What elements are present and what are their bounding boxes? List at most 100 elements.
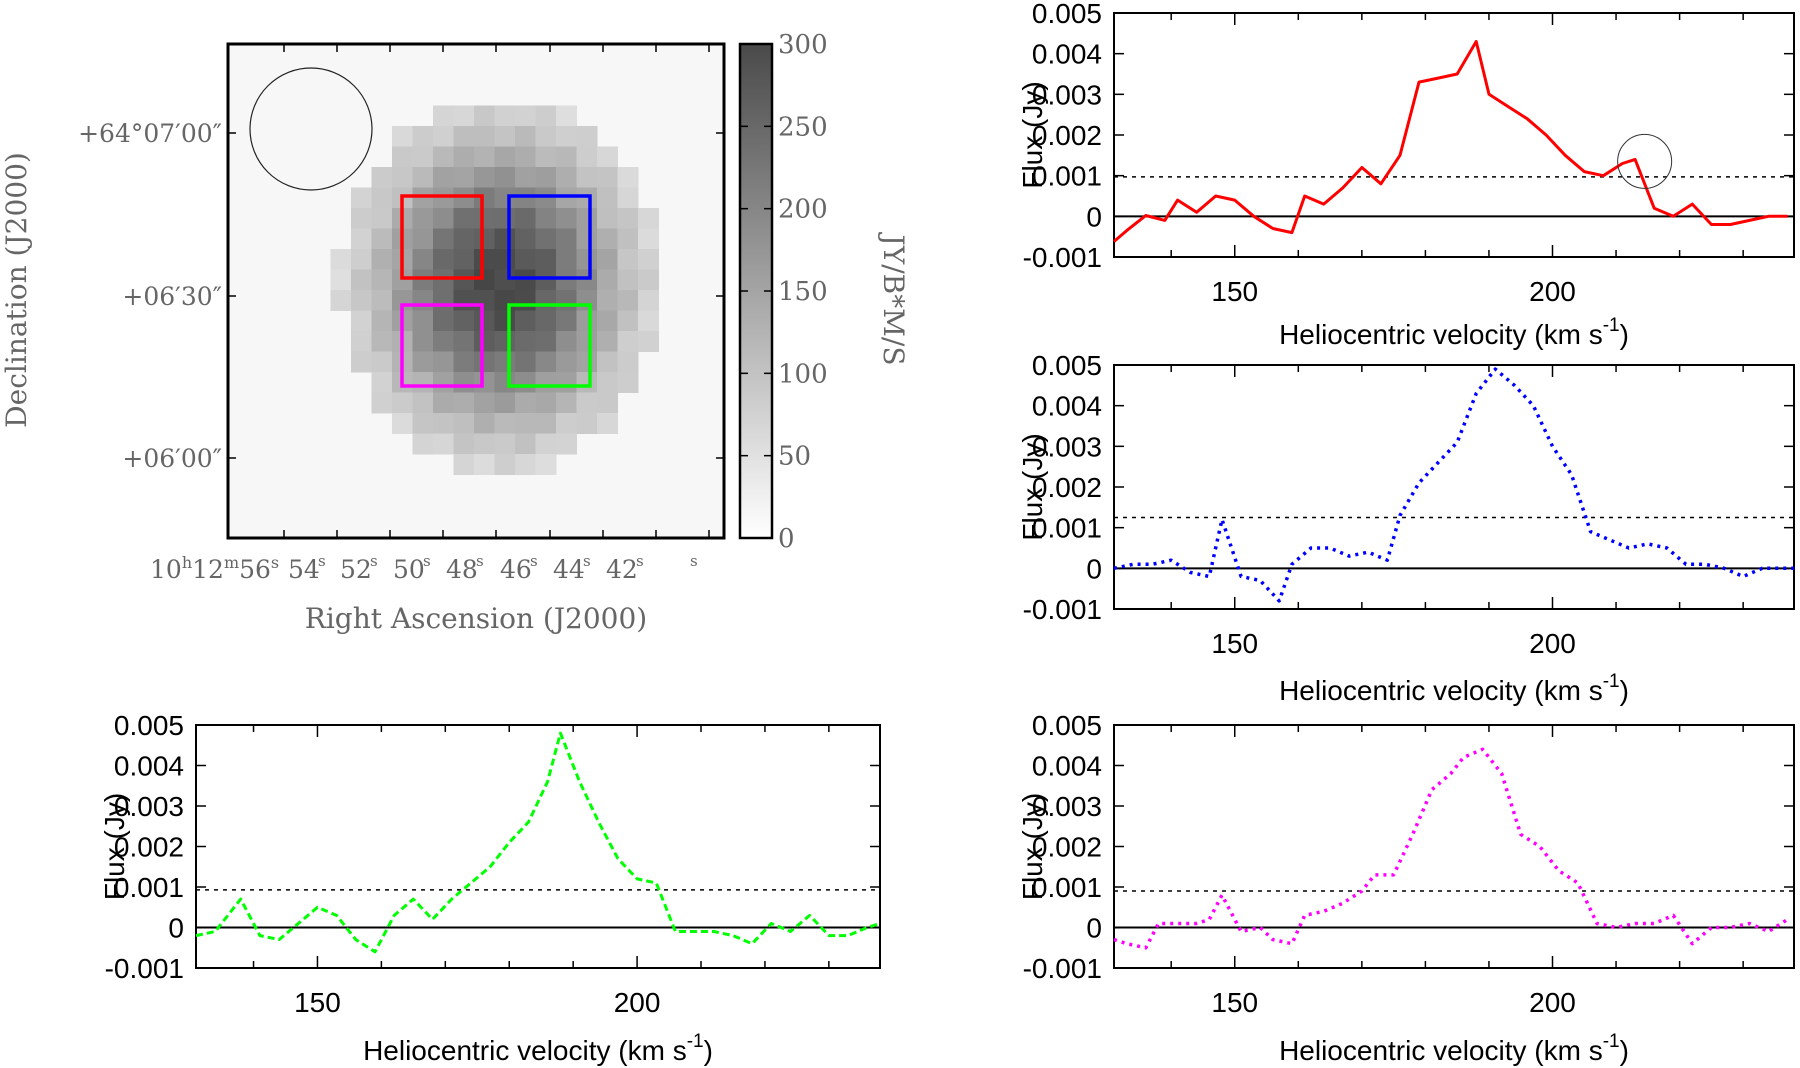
map-pixel bbox=[453, 146, 475, 168]
map-pixel bbox=[371, 372, 393, 393]
ra-tick-label: 54 bbox=[288, 555, 320, 584]
map-pixel bbox=[330, 269, 352, 291]
map-pixel bbox=[371, 249, 393, 270]
map-pixel bbox=[576, 290, 598, 311]
map-pixel bbox=[494, 126, 516, 147]
spectrum-panel-bottom-right: -0.001 0 0.001 0.002 0.003 0.004 0.005 150 200 Fl… bbox=[1017, 710, 1795, 1066]
map-pixel bbox=[433, 208, 454, 229]
map-pixel bbox=[453, 392, 475, 414]
map-pixel bbox=[392, 167, 413, 188]
map-pixel bbox=[617, 208, 639, 229]
map-pixel bbox=[515, 331, 536, 352]
map-pixel bbox=[556, 269, 577, 291]
map-pixel bbox=[515, 372, 536, 393]
moment-map-panel: 10h12m56s 54 52 50 48 46 44 42 s s s s s s s… bbox=[0, 30, 910, 635]
map-pixel bbox=[556, 290, 577, 311]
ra-tick-label: 52 bbox=[340, 555, 372, 584]
y-tick-label: 0 bbox=[1086, 553, 1102, 584]
map-pixel bbox=[474, 228, 495, 250]
ra-tick-marks bbox=[283, 44, 710, 538]
map-pixel bbox=[515, 126, 536, 147]
map-pixel bbox=[474, 331, 495, 352]
map-pixel bbox=[412, 228, 434, 250]
map-pixel bbox=[535, 413, 557, 434]
dec-tick-label: +06′30″ bbox=[122, 282, 222, 311]
y-tick-label: 0.005 bbox=[1032, 0, 1102, 29]
svg-text:s: s bbox=[370, 552, 378, 570]
map-pixel bbox=[638, 269, 659, 291]
y-tick-label: -0.001 bbox=[1023, 242, 1102, 273]
x-tick-label: 150 bbox=[1211, 276, 1258, 307]
plot-frame bbox=[195, 724, 881, 969]
map-pixel bbox=[515, 310, 536, 332]
map-pixel bbox=[392, 392, 413, 414]
dec-tick-label: +64°07′00″ bbox=[78, 119, 222, 148]
map-pixel bbox=[556, 351, 577, 373]
y-tick-label: -0.001 bbox=[1023, 594, 1102, 625]
map-pixel bbox=[453, 105, 475, 127]
y-tick-label: 0.004 bbox=[1032, 39, 1102, 70]
map-pixel bbox=[412, 167, 434, 188]
svg-text:s: s bbox=[318, 552, 326, 570]
map-pixel bbox=[556, 187, 577, 209]
colorbar-tick-label: 150 bbox=[778, 277, 828, 307]
map-pixel bbox=[351, 228, 372, 250]
map-pixel bbox=[433, 249, 454, 270]
y-tick-label: 0.003 bbox=[114, 791, 184, 822]
map-pixel bbox=[515, 454, 536, 475]
region-box-magenta bbox=[400, 303, 484, 388]
x-tick-label: 150 bbox=[1211, 987, 1258, 1018]
map-pixel bbox=[576, 249, 598, 270]
x-tick-label: 200 bbox=[614, 987, 661, 1018]
map-pixel bbox=[371, 290, 393, 311]
map-pixel bbox=[433, 413, 454, 434]
ra-tick-label: 50 bbox=[393, 555, 425, 584]
dec-tick-labels: +64°07′00″ +06′30″ +06′00″ bbox=[78, 119, 222, 473]
map-pixel bbox=[515, 105, 536, 127]
map-pixel bbox=[556, 392, 577, 414]
map-pixel bbox=[371, 331, 393, 352]
colorbar-tick-label: 200 bbox=[778, 195, 828, 225]
y-tick-label: 0.003 bbox=[1032, 431, 1102, 462]
map-pixel bbox=[535, 331, 557, 352]
map-pixel bbox=[597, 372, 618, 393]
map-pixel bbox=[412, 290, 434, 311]
y-tick-label: -0.001 bbox=[105, 953, 184, 984]
map-pixel bbox=[617, 167, 639, 188]
y-tick-label: 0.002 bbox=[1032, 472, 1102, 503]
map-pixel bbox=[371, 208, 393, 229]
map-pixel bbox=[556, 413, 577, 434]
map-pixel bbox=[535, 187, 557, 209]
map-pixel bbox=[433, 310, 454, 332]
map-pixel bbox=[412, 310, 434, 332]
map-pixel bbox=[597, 187, 618, 209]
map-pixel bbox=[617, 290, 639, 311]
map-pixel bbox=[576, 392, 598, 414]
map-pixel bbox=[433, 433, 454, 455]
plot-frame bbox=[1113, 724, 1795, 969]
map-pixel bbox=[433, 126, 454, 147]
y-tick-label: 0 bbox=[1086, 201, 1102, 232]
plot-frame bbox=[1113, 12, 1795, 258]
map-pixel bbox=[597, 310, 618, 332]
y-axis-label: Flux (Jy) bbox=[1017, 793, 1048, 900]
map-pixel bbox=[535, 249, 557, 270]
map-pixel bbox=[576, 228, 598, 250]
map-pixel bbox=[535, 310, 557, 332]
y-tick-label: -0.001 bbox=[1023, 953, 1102, 984]
ra-tick-labels: 10h12m56s 54 52 50 48 46 44 42 bbox=[150, 553, 638, 584]
map-pixel bbox=[453, 413, 475, 434]
map-pixel bbox=[515, 249, 536, 270]
map-pixel bbox=[617, 269, 639, 291]
map-pixel bbox=[351, 290, 372, 311]
map-pixel bbox=[576, 146, 598, 168]
map-pixel bbox=[330, 290, 352, 311]
y-tick-label: 0.004 bbox=[114, 751, 184, 782]
y-tick-label: 0.001 bbox=[114, 872, 184, 903]
map-pixel bbox=[474, 126, 495, 147]
map-pixel bbox=[638, 331, 659, 352]
map-pixel bbox=[617, 331, 639, 352]
y-tick-label: 0.005 bbox=[1032, 350, 1102, 381]
map-pixel bbox=[638, 249, 659, 270]
